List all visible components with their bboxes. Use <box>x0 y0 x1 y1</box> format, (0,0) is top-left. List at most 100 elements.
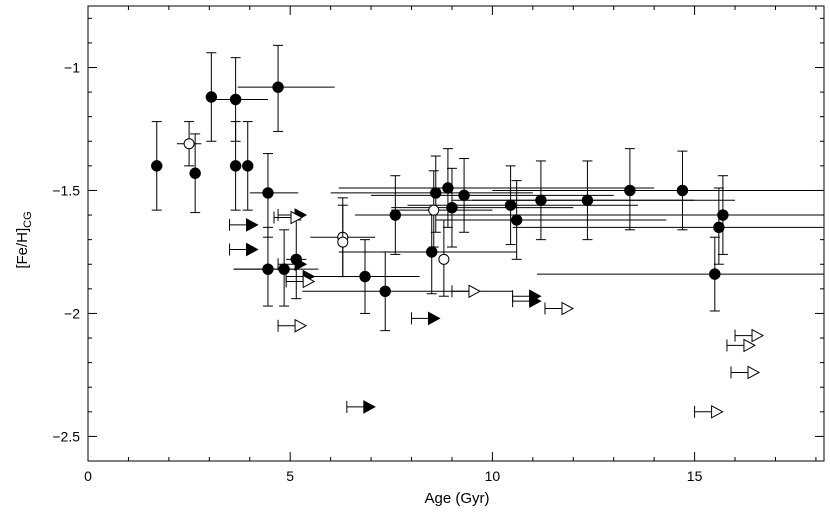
y-axis-title-subscript: CG <box>22 211 34 228</box>
data-point <box>544 301 575 316</box>
data-point <box>229 121 242 211</box>
axis-labels: Age (Gyr) [Fe/H]CG <box>14 211 490 507</box>
filled-circle-marker <box>458 189 470 202</box>
data-point <box>411 311 441 326</box>
data-point <box>734 328 765 343</box>
data-point <box>205 52 218 142</box>
x-tick-label: 15 <box>687 468 703 484</box>
filled-arrow-marker <box>529 294 542 308</box>
data-point <box>536 236 824 312</box>
data-point <box>189 133 201 214</box>
filled-arrow-marker <box>428 311 441 326</box>
filled-circle-marker <box>379 285 391 297</box>
data-point <box>302 251 513 332</box>
data-point <box>472 160 736 241</box>
filled-circle-marker <box>278 263 290 275</box>
filled-circle-marker <box>242 160 254 172</box>
filled-circle-marker <box>430 187 442 199</box>
open-arrow-marker <box>751 328 765 343</box>
data-point <box>273 210 304 225</box>
open-arrow-marker <box>468 284 482 299</box>
filled-circle-marker <box>359 270 371 283</box>
x-tick-label: 5 <box>286 468 294 484</box>
filled-circle-marker <box>151 160 163 172</box>
data-point <box>391 167 574 248</box>
open-circle-marker <box>337 236 349 248</box>
data-point <box>338 148 655 228</box>
filled-circle-marker <box>189 167 201 179</box>
data-point <box>337 204 349 278</box>
filled-circle-marker <box>442 182 454 194</box>
y-axis-title: [Fe/H]CG <box>14 211 34 268</box>
filled-circle-marker <box>229 93 242 106</box>
y-tick-label: −1.5 <box>52 182 80 198</box>
data-point <box>209 57 268 142</box>
open-arrow-marker <box>561 301 575 316</box>
data-point <box>176 121 202 167</box>
data-point <box>371 157 614 233</box>
filled-circle-marker <box>709 268 721 280</box>
filled-circle-marker <box>389 209 402 221</box>
data-point <box>435 180 667 260</box>
filled-arrow-marker <box>246 242 259 257</box>
open-arrow-marker <box>294 318 308 333</box>
y-tick-label: −1 <box>64 59 80 75</box>
plot-frame <box>87 5 825 462</box>
filled-circle-marker <box>713 221 725 234</box>
data-point <box>277 257 308 272</box>
data-point <box>233 229 319 307</box>
filled-circle-marker <box>581 194 594 206</box>
open-arrow-marker <box>743 338 756 353</box>
y-tick-label: −2 <box>64 305 80 321</box>
data-point <box>512 187 824 265</box>
data-point <box>237 44 335 132</box>
filled-circle-marker <box>510 214 523 226</box>
x-tick-label: 10 <box>485 468 501 484</box>
data-point <box>512 294 542 308</box>
data-point <box>310 239 420 314</box>
data-point <box>407 165 638 246</box>
y-tick-label: −2.5 <box>52 428 80 444</box>
open-circle-marker <box>438 253 450 265</box>
open-circle-marker <box>428 204 440 216</box>
y-axis-title-main: [Fe/H] <box>14 228 31 269</box>
open-arrow-marker <box>747 365 761 380</box>
filled-circle-marker <box>205 91 218 103</box>
open-arrow-marker <box>302 274 316 289</box>
x-axis-title: Age (Gyr) <box>424 490 489 507</box>
data-point <box>516 175 824 255</box>
open-arrow-marker <box>290 210 304 225</box>
data-point <box>726 338 756 353</box>
filled-circle-marker <box>676 184 689 197</box>
data-point <box>346 400 376 414</box>
filled-arrow-marker <box>294 257 308 272</box>
data-point <box>730 365 761 380</box>
filled-circle-marker <box>717 209 729 221</box>
data-point <box>285 274 316 289</box>
data-point <box>277 318 308 333</box>
data-point <box>229 218 259 232</box>
filled-arrow-marker <box>363 400 376 414</box>
open-arrow-marker <box>711 404 724 419</box>
data-point <box>151 121 163 211</box>
filled-circle-marker <box>229 160 242 172</box>
filled-circle-marker <box>446 201 458 214</box>
filled-circle-marker <box>272 81 284 93</box>
data-point <box>242 121 254 211</box>
open-circle-marker <box>183 138 195 150</box>
filled-arrow-marker <box>246 218 259 232</box>
filled-circle-marker <box>504 199 517 211</box>
x-tick-label: 0 <box>84 468 92 484</box>
filled-circle-marker <box>426 246 438 258</box>
data-point <box>249 153 299 238</box>
data-point <box>694 404 724 419</box>
data-point <box>391 170 493 248</box>
axes: 0 5 10 15 −1 −1.5 −2 −2.5 <box>52 5 825 484</box>
data-point <box>532 150 784 231</box>
filled-circle-marker <box>262 187 274 199</box>
data-point <box>229 242 259 257</box>
data-points <box>151 44 824 419</box>
data-point <box>451 284 482 299</box>
data-point <box>438 219 450 297</box>
